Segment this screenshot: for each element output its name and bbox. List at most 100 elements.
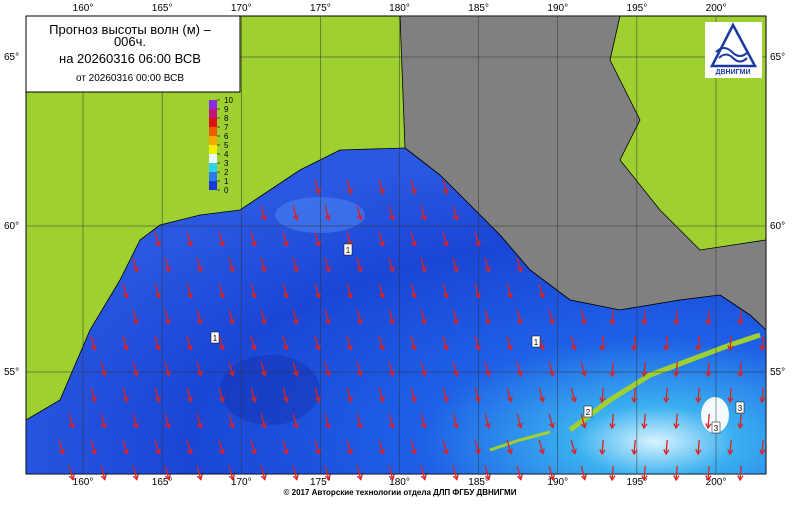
- wave-arrow: [633, 439, 636, 455]
- contour-label: 1: [213, 334, 218, 343]
- wave-arrow: [346, 231, 352, 246]
- lon-label-bottom: 180°: [389, 477, 410, 488]
- wave-arrow: [601, 387, 604, 403]
- wave-arrow-head: [154, 396, 161, 403]
- logo-icon: [709, 22, 758, 68]
- wave-arrow: [132, 257, 138, 272]
- wave-arrow-head: [410, 344, 417, 351]
- wave-arrow-head: [164, 266, 171, 273]
- contour-label: 1: [534, 338, 539, 347]
- wave-arrow: [697, 335, 700, 351]
- wave-arrow-head: [705, 371, 712, 378]
- wave-arrow-head: [218, 292, 225, 299]
- lon-label-top: 175°: [310, 3, 331, 14]
- wave-arrow: [378, 439, 384, 454]
- wave-arrow: [388, 257, 394, 272]
- lon-label-bottom: 170°: [231, 477, 252, 488]
- wave-arrows: 1 1 1 2 3 3: [58, 179, 766, 482]
- wave-arrow-head: [250, 344, 257, 351]
- wave-arrow-head: [154, 240, 161, 247]
- wave-arrow-head: [228, 266, 235, 273]
- contour-label-box: [343, 243, 353, 256]
- wave-arrow-head: [132, 474, 139, 481]
- wave-arrow: [282, 387, 288, 402]
- wave-arrow: [538, 387, 544, 402]
- wave-arrow-head: [282, 448, 289, 455]
- wave-arrow-head: [186, 240, 193, 247]
- wave-arrow-head: [641, 423, 648, 430]
- wave-arrow: [314, 439, 320, 454]
- wave-arrow-head: [609, 319, 616, 326]
- wave-arrow: [548, 361, 554, 376]
- wave-arrow-head: [474, 396, 481, 403]
- wave-arrow-head: [516, 474, 523, 481]
- wave-arrow: [675, 361, 678, 377]
- wave-arrow: [474, 283, 480, 298]
- wave-arrow: [260, 309, 266, 324]
- wave-arrow-head: [705, 475, 712, 482]
- wave-arrow: [186, 387, 192, 402]
- wave-arrow-head: [228, 422, 235, 429]
- wave-arrow-head: [442, 292, 449, 299]
- issue-time: от 20260316 00:00 ВСВ: [76, 73, 184, 84]
- wave-arrow-head: [452, 422, 459, 429]
- wave-arrow: [282, 231, 288, 246]
- colorbar-label: 8: [224, 114, 229, 123]
- colorbar-label: 2: [224, 168, 229, 177]
- wave-arrow-head: [260, 370, 267, 377]
- wave-arrow: [506, 439, 512, 454]
- colorbar-segment: [209, 127, 217, 136]
- wave-arrow: [570, 387, 576, 402]
- lon-label-bottom: 185°: [468, 477, 489, 488]
- wave-arrow-head: [570, 448, 577, 455]
- wave-arrow: [410, 439, 416, 454]
- contour-label-box: [531, 335, 541, 348]
- wave-arrow-head: [58, 448, 65, 455]
- logo-box: [705, 22, 762, 78]
- wave-arrow: [665, 387, 668, 403]
- wave-arrow-head: [314, 240, 321, 247]
- wave-arrow: [282, 335, 288, 350]
- wave-arrow-head: [90, 344, 97, 351]
- wave-arrow-head: [122, 396, 129, 403]
- wave-arrow: [132, 361, 138, 376]
- wave-arrow: [675, 465, 678, 481]
- wave-arrow-head: [324, 474, 331, 481]
- wave-arrow: [570, 335, 576, 350]
- wave-arrow-head: [186, 292, 193, 299]
- wave-arrow: [410, 335, 416, 350]
- wave-arrow-head: [388, 214, 395, 221]
- wave-arrow: [580, 465, 586, 480]
- wave-arrow-head: [737, 475, 744, 482]
- wave-arrow-head: [154, 448, 161, 455]
- wave-arrow-head: [695, 449, 702, 456]
- wave-arrow: [761, 387, 764, 403]
- wave-arrow-head: [100, 474, 107, 481]
- wave-arrow-head: [442, 188, 449, 195]
- wave-arrow: [643, 413, 646, 429]
- wave-arrow-head: [580, 474, 587, 481]
- wave-arrow: [218, 439, 224, 454]
- colorbar-segment: [209, 136, 217, 145]
- wave-arrow-head: [196, 370, 203, 377]
- wave-arrow: [739, 413, 742, 429]
- wave-arrow: [346, 387, 352, 402]
- wave-arrow-head: [538, 292, 545, 299]
- wave-arrow: [697, 439, 700, 455]
- wave-arrow-head: [346, 448, 353, 455]
- wave-arrow-head: [609, 423, 616, 430]
- wave-arrow: [506, 387, 512, 402]
- wave-arrow: [68, 465, 74, 480]
- wave-arrow-head: [250, 240, 257, 247]
- wave-arrow-head: [599, 345, 606, 352]
- wave-arrow-head: [484, 266, 491, 273]
- wave-arrow-head: [260, 474, 267, 481]
- wave-arrow: [474, 387, 480, 402]
- wave-arrow: [452, 413, 458, 428]
- wave-arrow: [442, 387, 448, 402]
- wave-arrow: [538, 439, 544, 454]
- wave-arrow-head: [538, 396, 545, 403]
- wave-arrow-head: [378, 188, 385, 195]
